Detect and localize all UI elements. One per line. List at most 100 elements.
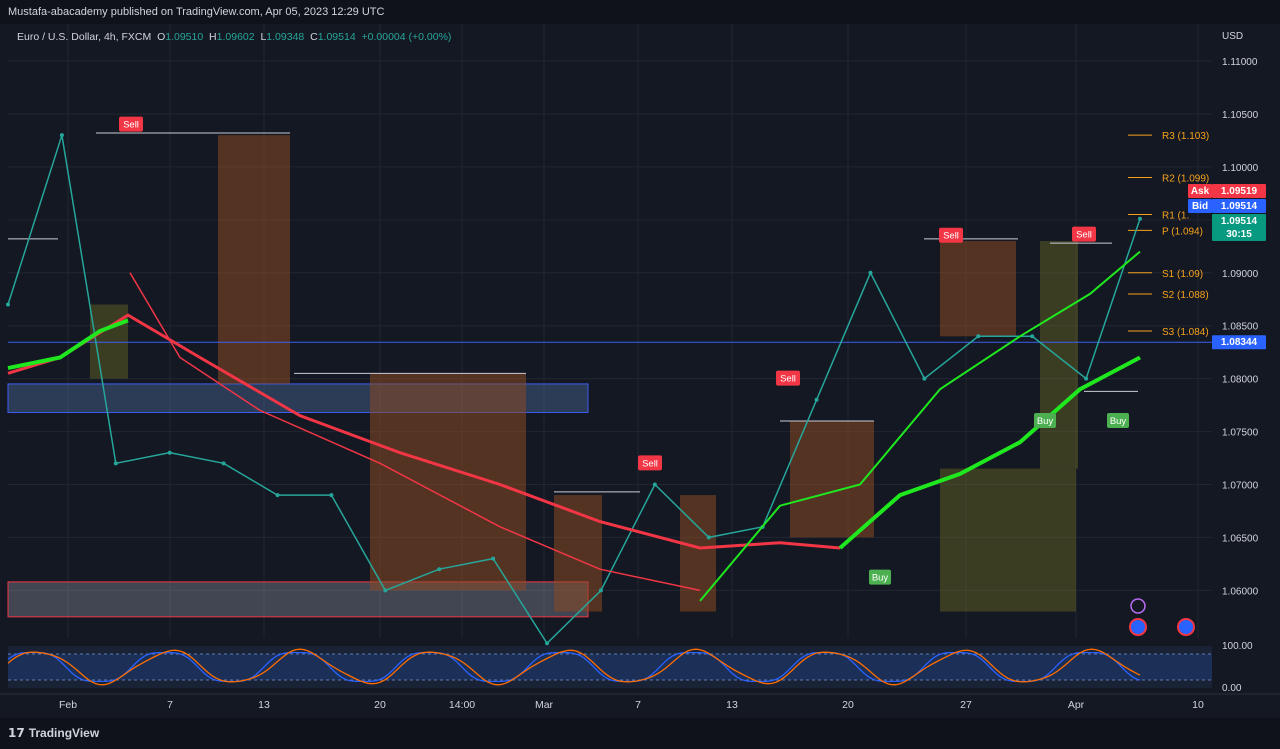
signal-sell-badge xyxy=(939,227,963,243)
time-tick-label: 10 xyxy=(1192,699,1204,711)
last-price-bg xyxy=(1212,214,1266,228)
tv-icon: 17 xyxy=(8,726,25,740)
signal-box-olive xyxy=(940,468,1076,612)
price-point xyxy=(491,556,496,561)
last-price-text: 1.09514 xyxy=(1221,216,1258,227)
l-label: L xyxy=(260,31,267,43)
symbol-name: Euro / U.S. Dollar, 4h, FXCM xyxy=(17,31,152,43)
lightning-icon xyxy=(1130,598,1146,614)
price-point xyxy=(922,376,927,381)
time-tick-label: Apr xyxy=(1068,699,1085,711)
us-flag-icon xyxy=(1129,618,1147,636)
signal-box-brown xyxy=(680,495,716,612)
price-point xyxy=(706,535,711,540)
oscillator-k-line xyxy=(7,651,1141,683)
green-ma-line xyxy=(838,355,1141,550)
price-point xyxy=(59,133,64,138)
signal-buy-label: Buy xyxy=(872,573,889,584)
green-ma-early xyxy=(7,318,129,371)
bid-label-bg xyxy=(1188,199,1212,213)
price-point xyxy=(1030,334,1035,339)
price-chart-svg[interactable]: 1.110001.105001.100001.095001.090001.085… xyxy=(0,24,1280,718)
signal-sell-label: Sell xyxy=(780,374,796,385)
signal-buy-label: Buy xyxy=(1037,416,1054,427)
price-point xyxy=(814,397,819,402)
price-tick-label: 1.09000 xyxy=(1222,269,1259,280)
price-point xyxy=(652,482,657,487)
bid-value-bg xyxy=(1212,199,1266,213)
published-text: Mustafa-abacademy published on TradingVi… xyxy=(8,6,385,18)
chart-area[interactable]: 1.110001.105001.100001.095001.090001.085… xyxy=(0,24,1280,718)
signal-box-brown xyxy=(940,241,1016,337)
pivot-label: R3 (1.103) xyxy=(1162,131,1209,142)
currency-label: USD xyxy=(1222,31,1243,42)
brand-text: TradingView xyxy=(28,726,100,740)
price-tick-label: 1.11000 xyxy=(1222,57,1258,68)
low-value: 1.09348 xyxy=(266,31,305,43)
red-ma-fast xyxy=(129,272,701,592)
pivot-label: S3 (1.084) xyxy=(1162,327,1209,338)
oscillator-d-line xyxy=(7,648,1141,686)
ask-label-text: Ask xyxy=(1191,186,1210,197)
bid-label-text: Bid xyxy=(1192,201,1208,212)
signal-buy-label: Buy xyxy=(1110,416,1127,427)
signal-buy-badge xyxy=(869,569,891,585)
pivot-label: R2 (1.099) xyxy=(1162,174,1209,185)
o-label: O xyxy=(157,31,166,43)
signal-sell-label: Sell xyxy=(123,120,139,131)
tradingview-logo[interactable]: 17 TradingView xyxy=(8,726,99,740)
price-point xyxy=(167,450,172,455)
price-tick-label: 1.10500 xyxy=(1222,110,1259,121)
pivot-label: R1 (1. xyxy=(1162,211,1189,222)
high-value: 1.09602 xyxy=(216,31,255,43)
price-point xyxy=(868,270,873,275)
time-tick-label: 27 xyxy=(960,699,972,711)
candle-countdown-text: 30:15 xyxy=(1226,229,1252,240)
time-tick-label: 14:00 xyxy=(449,699,475,711)
price-point xyxy=(976,334,981,339)
time-tick-label: Mar xyxy=(535,699,554,711)
h-label: H xyxy=(209,31,217,43)
price-tick-label: 1.08000 xyxy=(1222,375,1259,386)
pivot-label: S2 (1.088) xyxy=(1162,290,1209,301)
signal-sell-badge xyxy=(119,116,143,132)
price-axis-bg xyxy=(1212,24,1280,718)
pivot-label: P (1.094) xyxy=(1162,226,1203,237)
header-bar: Mustafa-abacademy published on TradingVi… xyxy=(0,0,1280,24)
signal-sell-label: Sell xyxy=(1076,230,1092,241)
oscillator-band xyxy=(8,654,1212,680)
price-tick-label: 1.07500 xyxy=(1222,428,1259,439)
signal-sell-badge xyxy=(638,455,662,471)
ask-label-bg xyxy=(1188,184,1212,198)
price-point xyxy=(221,461,226,466)
price-point xyxy=(598,588,603,593)
c-label: C xyxy=(310,31,318,43)
price-tick-label: 1.08500 xyxy=(1222,322,1259,333)
time-tick-label: 20 xyxy=(842,699,854,711)
candle-countdown-bg xyxy=(1212,227,1266,241)
price-point xyxy=(6,302,10,307)
signal-sell-label: Sell xyxy=(943,231,959,242)
green-ma-fast xyxy=(699,250,1141,602)
change-value: +0.00004 (+0.00%) xyxy=(361,31,452,43)
price-tick-label: 1.07000 xyxy=(1222,481,1259,492)
price-point xyxy=(275,493,280,498)
time-tick-label: 13 xyxy=(258,699,270,711)
pivot-label: S1 (1.09) xyxy=(1162,269,1203,280)
time-tick-label: 7 xyxy=(635,699,641,711)
signal-box-brown xyxy=(790,420,874,538)
time-tick-label: 20 xyxy=(374,699,386,711)
hline-value-bg xyxy=(1212,335,1266,350)
hline-value-text: 1.08344 xyxy=(1221,337,1258,348)
symbol-legend: Euro / U.S. Dollar, 4h, FXCM O1.09510 H1… xyxy=(17,31,451,43)
price-tick-label: 1.10000 xyxy=(1222,163,1259,174)
time-tick-label: Feb xyxy=(59,699,77,711)
signal-box-olive xyxy=(1040,241,1078,469)
price-point xyxy=(383,588,388,593)
signal-buy-badge xyxy=(1107,412,1129,428)
open-value: 1.09510 xyxy=(165,31,204,43)
price-tick-label: 1.06000 xyxy=(1222,586,1259,597)
bid-value-text: 1.09514 xyxy=(1221,201,1258,212)
signal-box-brown xyxy=(218,135,290,384)
price-point xyxy=(545,641,550,646)
